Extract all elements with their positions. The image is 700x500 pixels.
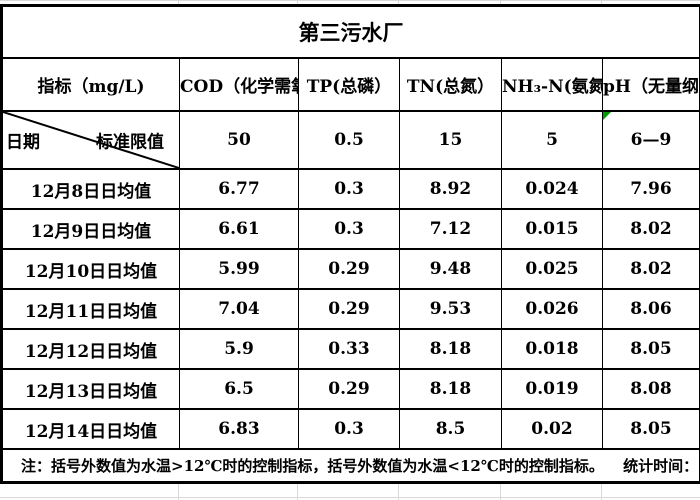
value-cell[interactable]: 8.92 (399, 168, 502, 210)
value-cell[interactable]: 5.99 (179, 248, 299, 290)
date-cell[interactable]: 12月9日日均值 (1, 208, 180, 250)
sheet-gridline (297, 0, 298, 4)
table-row: 注：括号外数值为水温>12℃时的控制指标，括号外数值为水温<12℃时的控制指标。… (1, 448, 700, 484)
value-cell[interactable]: 8.05 (602, 328, 700, 370)
col-header-nh3n[interactable]: NH₃-N(氨氮) (501, 57, 603, 112)
col-header-tp[interactable]: TP(总磷） (298, 57, 400, 112)
col-header-cod[interactable]: COD（化学需氧量） (179, 57, 299, 112)
value-cell[interactable]: 6.61 (179, 208, 299, 250)
date-cell[interactable]: 12月8日日均值 (1, 168, 180, 210)
value-cell[interactable]: 0.29 (298, 368, 400, 410)
value-cell[interactable]: 8.5 (399, 408, 502, 450)
date-cell[interactable]: 12月11日日均值 (1, 288, 180, 330)
date-cell[interactable]: 12月13日日均值 (1, 368, 180, 410)
standard-limit-cell[interactable]: 50 (179, 110, 299, 170)
value-cell[interactable]: 0.33 (298, 328, 400, 370)
sheet-gridline (398, 0, 399, 4)
value-cell[interactable]: 0.3 (298, 168, 400, 210)
sheet-gridline (297, 483, 298, 500)
table-row: 12月11日日均值 7.04 0.29 9.53 0.026 8.06 (1, 288, 700, 330)
standard-limit-cell[interactable]: 6—9 (602, 110, 700, 170)
table-row: 12月14日日均值 6.83 0.3 8.5 0.02 8.05 (1, 408, 700, 450)
col-header-indicator[interactable]: 指标（mg/L) (1, 57, 180, 112)
standard-limit-cell[interactable]: 0.5 (298, 110, 400, 170)
date-cell[interactable]: 12月14日日均值 (1, 408, 180, 450)
value-cell[interactable]: 6.83 (179, 408, 299, 450)
value-cell[interactable]: 8.02 (602, 208, 700, 250)
note-cell: 注：括号外数值为水温>12℃时的控制指标，括号外数值为水温<12℃时的控制指标。… (1, 448, 700, 484)
sheet-gridline (178, 483, 179, 500)
table-row: 12月8日日均值 6.77 0.3 8.92 0.024 7.96 (1, 168, 700, 210)
note-text: 注：括号外数值为水温>12℃时的控制指标，括号外数值为水温<12℃时的控制指标。 (21, 457, 604, 475)
table-row: 12月13日日均值 6.5 0.29 8.18 0.019 8.08 (1, 368, 700, 410)
col-header-tn[interactable]: TN(总氮） (399, 57, 502, 112)
value-cell[interactable]: 0.019 (501, 368, 603, 410)
table-row: 第三污水厂 (1, 4, 700, 59)
value-cell[interactable]: 0.024 (501, 168, 603, 210)
water-quality-table: 第三污水厂 指标（mg/L) COD（化学需氧量） TP(总磷） TN(总氮） … (0, 4, 700, 484)
value-cell[interactable]: 8.02 (602, 248, 700, 290)
value-cell[interactable]: 8.08 (602, 368, 700, 410)
table-row: 12月9日日均值 6.61 0.3 7.12 0.015 8.02 (1, 208, 700, 250)
value-cell[interactable]: 0.3 (298, 208, 400, 250)
standard-limit-cell[interactable]: 5 (501, 110, 603, 170)
stats-time-label: 统计时间： (623, 457, 699, 475)
value-cell[interactable]: 6.77 (179, 168, 299, 210)
value-cell[interactable]: 7.12 (399, 208, 502, 250)
date-cell[interactable]: 12月10日日均值 (1, 248, 180, 290)
standard-limit-value: 6—9 (630, 130, 672, 150)
value-cell[interactable]: 8.18 (399, 328, 502, 370)
sheet-gridline (601, 0, 602, 4)
standard-limit-cell[interactable]: 15 (399, 110, 502, 170)
col-header-ph[interactable]: pH（无量纲） (602, 57, 700, 112)
value-cell[interactable]: 9.48 (399, 248, 502, 290)
stats-time-value: 2025年12月8日至2025年12月14日 (698, 457, 699, 475)
value-cell[interactable]: 0.29 (298, 248, 400, 290)
table-row: 日期 标准限值 50 0.5 15 5 6—9 (1, 110, 700, 170)
sheet-gridline (0, 497, 700, 498)
table-row: 12月10日日均值 5.99 0.29 9.48 0.025 8.02 (1, 248, 700, 290)
error-indicator-triangle (603, 113, 611, 120)
sheet-gridline (500, 0, 501, 4)
table-title: 第三污水厂 (1, 4, 700, 59)
sheet-gridline (398, 483, 399, 500)
corner-date-label: 日期 (6, 132, 40, 153)
value-cell[interactable]: 8.18 (399, 368, 502, 410)
value-cell[interactable]: 0.026 (501, 288, 603, 330)
value-cell[interactable]: 8.05 (602, 408, 700, 450)
value-cell[interactable]: 0.29 (298, 288, 400, 330)
sheet-gridline (601, 483, 602, 500)
value-cell[interactable]: 0.3 (298, 408, 400, 450)
value-cell[interactable]: 5.9 (179, 328, 299, 370)
value-cell[interactable]: 0.015 (501, 208, 603, 250)
value-cell[interactable]: 9.53 (399, 288, 502, 330)
value-cell[interactable]: 0.018 (501, 328, 603, 370)
value-cell[interactable]: 6.5 (179, 368, 299, 410)
value-cell[interactable]: 8.06 (602, 288, 700, 330)
sheet-gridline (500, 483, 501, 500)
table-row: 指标（mg/L) COD（化学需氧量） TP(总磷） TN(总氮） NH₃-N(… (1, 57, 700, 112)
value-cell[interactable]: 7.96 (602, 168, 700, 210)
sheet-gridline (178, 0, 179, 4)
sheet-gridline (0, 0, 700, 1)
corner-cell[interactable]: 日期 标准限值 (1, 110, 180, 170)
value-cell[interactable]: 0.025 (501, 248, 603, 290)
date-cell[interactable]: 12月12日日均值 (1, 328, 180, 370)
value-cell[interactable]: 7.04 (179, 288, 299, 330)
corner-limit-label: 标准限值 (96, 132, 164, 153)
value-cell[interactable]: 0.02 (501, 408, 603, 450)
table-row: 12月12日日均值 5.9 0.33 8.18 0.018 8.05 (1, 328, 700, 370)
